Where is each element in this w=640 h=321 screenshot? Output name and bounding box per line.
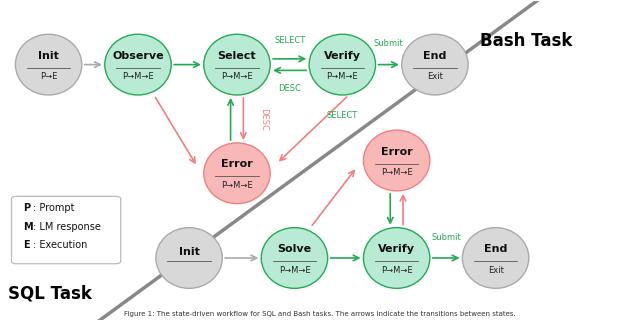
Text: Solve: Solve xyxy=(277,244,312,254)
Text: : Execution: : Execution xyxy=(33,240,88,250)
Ellipse shape xyxy=(364,228,430,288)
Ellipse shape xyxy=(261,228,328,288)
Text: SELECT: SELECT xyxy=(327,111,358,120)
Text: P→M→E: P→M→E xyxy=(381,168,412,177)
Ellipse shape xyxy=(309,34,376,95)
Text: P→M→E: P→M→E xyxy=(278,265,310,275)
Text: P: P xyxy=(23,203,30,213)
Text: P→M→E: P→M→E xyxy=(326,72,358,81)
Text: Exit: Exit xyxy=(427,72,443,81)
Text: : LM response: : LM response xyxy=(33,221,101,231)
Text: E: E xyxy=(23,240,29,250)
Text: SELECT: SELECT xyxy=(274,36,305,45)
Text: Init: Init xyxy=(179,247,200,257)
Text: Figure 1: The state-driven workflow for SQL and Bash tasks. The arrows indicate : Figure 1: The state-driven workflow for … xyxy=(124,311,516,317)
Text: Verify: Verify xyxy=(378,244,415,254)
Text: Verify: Verify xyxy=(324,51,361,61)
Text: P→E: P→E xyxy=(40,72,57,81)
Text: Submit: Submit xyxy=(374,39,404,48)
Text: End: End xyxy=(423,51,447,61)
Ellipse shape xyxy=(105,34,172,95)
FancyBboxPatch shape xyxy=(12,196,121,264)
Text: DESC: DESC xyxy=(259,108,268,130)
Text: : Prompt: : Prompt xyxy=(33,203,75,213)
Text: P→M→E: P→M→E xyxy=(221,72,253,81)
Text: P→M→E: P→M→E xyxy=(122,72,154,81)
Text: Bash Task: Bash Task xyxy=(480,32,572,50)
Text: M: M xyxy=(23,221,33,231)
Text: P→M→E: P→M→E xyxy=(381,265,412,275)
Ellipse shape xyxy=(15,34,82,95)
Text: DESC: DESC xyxy=(278,84,301,93)
Text: Select: Select xyxy=(218,51,256,61)
Text: P→M→E: P→M→E xyxy=(221,181,253,190)
Text: SQL Task: SQL Task xyxy=(8,284,92,302)
Ellipse shape xyxy=(463,228,529,288)
Ellipse shape xyxy=(364,130,430,191)
Text: Error: Error xyxy=(221,159,253,169)
Ellipse shape xyxy=(156,228,222,288)
Text: Error: Error xyxy=(381,147,413,157)
Text: Init: Init xyxy=(38,51,59,61)
Text: Exit: Exit xyxy=(488,265,504,275)
Ellipse shape xyxy=(204,143,270,204)
Ellipse shape xyxy=(402,34,468,95)
Text: End: End xyxy=(484,244,508,254)
Ellipse shape xyxy=(204,34,270,95)
Text: Submit: Submit xyxy=(431,233,461,242)
Text: Observe: Observe xyxy=(112,51,164,61)
